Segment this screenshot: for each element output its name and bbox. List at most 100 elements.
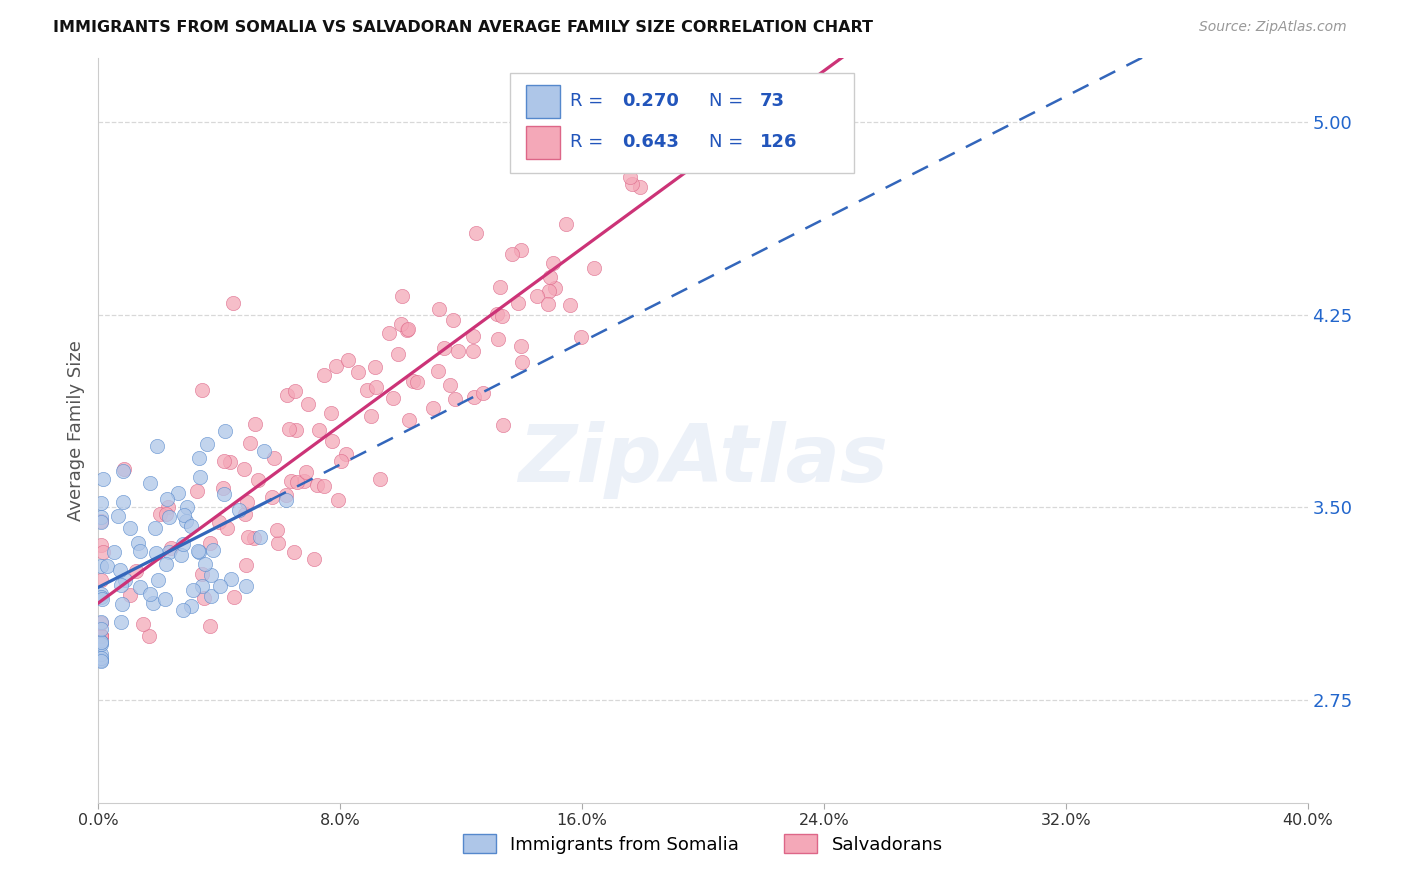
Point xyxy=(243,417,266,432)
Point xyxy=(247,473,270,487)
Point xyxy=(214,454,236,468)
Point xyxy=(222,591,245,605)
Point xyxy=(180,599,202,613)
Point xyxy=(441,313,464,327)
Point xyxy=(156,500,179,515)
Point xyxy=(90,652,112,666)
Point xyxy=(200,536,222,550)
Point xyxy=(644,107,666,121)
Point xyxy=(173,508,195,522)
Point xyxy=(489,280,512,294)
Point xyxy=(555,217,578,231)
Point xyxy=(294,466,316,480)
Point xyxy=(201,542,224,557)
Point xyxy=(108,563,131,577)
Point xyxy=(280,474,302,488)
Point xyxy=(266,523,288,537)
Point xyxy=(172,537,194,551)
Point xyxy=(302,552,325,566)
Point xyxy=(307,478,329,492)
Point xyxy=(157,509,180,524)
Point xyxy=(228,503,250,517)
Point xyxy=(360,409,382,424)
Point xyxy=(127,536,149,550)
Point xyxy=(235,579,257,593)
Point xyxy=(427,302,450,317)
Point xyxy=(544,281,567,295)
Point xyxy=(633,156,655,170)
Point xyxy=(107,509,129,524)
Point xyxy=(145,521,167,535)
Point xyxy=(491,309,513,323)
Point xyxy=(215,521,238,535)
Point xyxy=(90,629,112,643)
Point xyxy=(90,537,112,551)
Point xyxy=(125,564,148,578)
Point xyxy=(112,462,135,476)
Point xyxy=(90,559,112,574)
Point xyxy=(200,589,222,603)
Point xyxy=(391,289,413,303)
Point xyxy=(236,530,259,544)
Point xyxy=(180,518,202,533)
Point xyxy=(167,486,190,500)
Point xyxy=(274,488,297,502)
Point xyxy=(190,383,212,397)
Point xyxy=(314,478,336,492)
Point xyxy=(90,651,112,665)
Point xyxy=(465,226,488,240)
Point xyxy=(186,484,208,499)
Point xyxy=(329,453,352,467)
Point xyxy=(560,298,582,312)
Point xyxy=(190,567,212,582)
Point xyxy=(193,591,215,606)
Point xyxy=(253,444,276,458)
Point xyxy=(356,383,378,397)
Point xyxy=(90,587,112,601)
Point xyxy=(187,545,209,559)
Point xyxy=(118,588,141,602)
Point xyxy=(90,514,112,528)
Point xyxy=(537,296,560,310)
Point xyxy=(277,421,299,435)
Point xyxy=(335,447,357,461)
Point xyxy=(235,558,257,572)
Point xyxy=(486,333,509,347)
Point xyxy=(284,384,307,398)
Point xyxy=(508,295,530,310)
Point xyxy=(628,179,651,194)
Point xyxy=(110,615,132,629)
Point xyxy=(433,341,456,355)
Point xyxy=(364,380,387,394)
Point xyxy=(402,375,425,389)
Point xyxy=(249,530,271,544)
Point xyxy=(321,406,343,420)
Point xyxy=(447,343,470,358)
Point xyxy=(142,596,165,610)
Point xyxy=(153,591,176,606)
Text: ZipAtlas: ZipAtlas xyxy=(517,421,889,500)
Point xyxy=(463,390,485,404)
Point xyxy=(426,364,449,378)
Point xyxy=(91,545,114,559)
Point xyxy=(128,580,150,594)
Point xyxy=(120,521,142,535)
Point xyxy=(364,359,387,374)
Point xyxy=(155,557,177,571)
Point xyxy=(308,424,330,438)
Point xyxy=(90,648,112,662)
Point xyxy=(157,545,180,559)
Text: 0.643: 0.643 xyxy=(621,133,679,151)
Point xyxy=(90,615,112,629)
Point xyxy=(90,591,112,605)
Point xyxy=(156,491,179,506)
Point xyxy=(90,622,112,636)
Point xyxy=(382,392,405,406)
Text: R =: R = xyxy=(569,133,609,151)
Point xyxy=(583,260,606,275)
Point xyxy=(208,515,231,529)
Point xyxy=(138,629,160,643)
Point xyxy=(139,475,162,490)
Point xyxy=(103,545,125,559)
Point xyxy=(172,603,194,617)
